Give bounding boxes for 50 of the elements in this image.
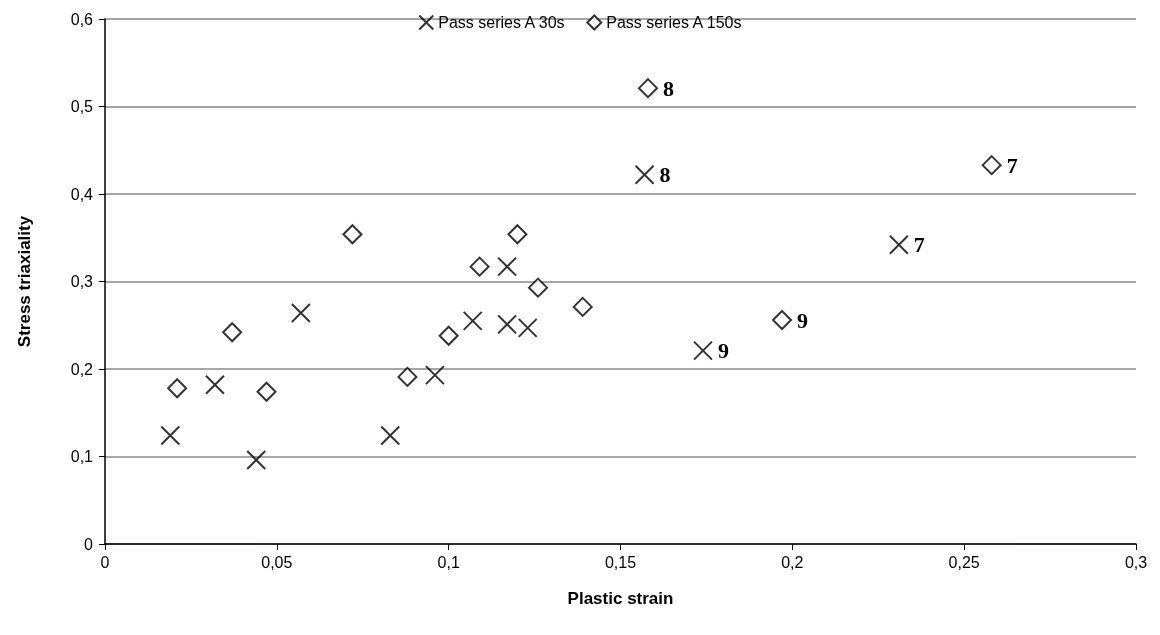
point: [342, 224, 363, 245]
annotation: 8: [662, 75, 674, 101]
point: [438, 325, 459, 346]
point: [290, 303, 311, 323]
point: [981, 155, 1002, 176]
point: [517, 317, 538, 338]
y-axis-title: Stress triaxiality: [15, 215, 34, 348]
point: [469, 256, 490, 277]
point: [222, 322, 243, 343]
point: [397, 366, 418, 387]
point: [637, 78, 658, 99]
x-tick-label: 0: [100, 553, 110, 571]
legend-label: Pass series A 150s: [606, 14, 742, 31]
point: [462, 310, 483, 331]
annotation: 7: [1006, 152, 1018, 178]
point: [256, 381, 277, 402]
y-tick-label: 0: [84, 535, 94, 553]
annotation: 8: [659, 162, 671, 188]
x-tick-label: 0,3: [1124, 553, 1148, 571]
x-tick-label: 0,25: [948, 553, 980, 571]
y-tick-label: 0,3: [70, 273, 94, 290]
point: [497, 314, 518, 335]
y-tick-label: 0,6: [70, 10, 94, 28]
x-tick-label: 0,2: [781, 553, 804, 571]
annotation: 9: [717, 338, 729, 364]
point: [528, 277, 549, 298]
point: [572, 296, 593, 317]
y-tick-label: 0,1: [70, 448, 94, 465]
point: [888, 234, 909, 255]
y-tick-label: 0,5: [70, 98, 94, 115]
point: [160, 425, 181, 446]
x-tick-label: 0,15: [604, 553, 637, 571]
annotation: 7: [913, 232, 925, 258]
point: [204, 374, 225, 395]
legend-label: Pass series A 30s: [438, 14, 565, 31]
y-tick-label: 0,2: [70, 360, 94, 378]
point: [772, 310, 793, 330]
annotation: 9: [797, 307, 809, 333]
point: [167, 378, 188, 399]
point: [424, 365, 445, 386]
x-tick-label: 0,1: [437, 553, 460, 571]
y-tick-label: 0,4: [70, 185, 94, 203]
point: [246, 450, 267, 470]
x-tick-label: 0,05: [261, 553, 293, 571]
point: [634, 164, 655, 185]
point: [692, 340, 713, 361]
point: [497, 256, 518, 277]
x-axis-title: Plastic strain: [567, 589, 674, 608]
point: [507, 224, 528, 245]
point: [380, 425, 401, 446]
